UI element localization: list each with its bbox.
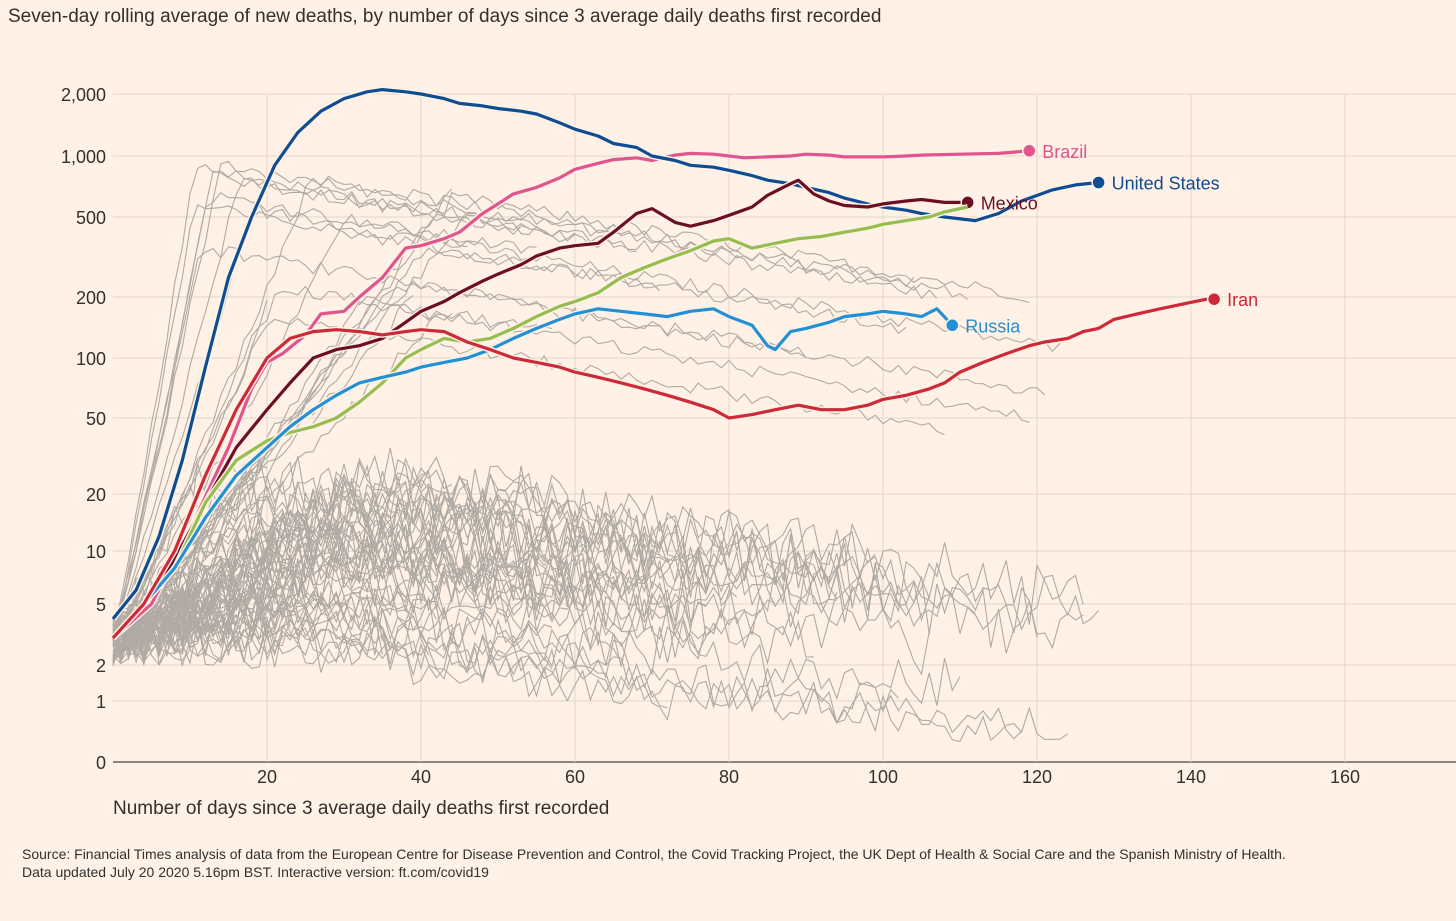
- x-tick-label: 120: [1022, 767, 1052, 787]
- x-axis-label: Number of days since 3 average daily dea…: [113, 798, 609, 819]
- y-axis: 0 1 2 5 10 20 50 100 200 500 1,000 2,000: [61, 85, 106, 773]
- background-series-line: [112, 219, 468, 634]
- x-tick-label: 80: [719, 767, 739, 787]
- y-tick-label: 10: [86, 542, 106, 562]
- y-tick-label: 5: [96, 595, 106, 615]
- background-series-line: [112, 480, 368, 634]
- background-series-line: [112, 454, 453, 657]
- background-series-line: [112, 471, 892, 662]
- highlighted-series-group: Brazil United States Mexico Russia Iran: [110, 86, 1258, 641]
- background-series-line: [112, 554, 707, 664]
- y-tick-label: 1: [96, 692, 106, 712]
- background-series-line: [112, 160, 969, 641]
- y-tick-label: 100: [76, 349, 106, 369]
- background-series-line: [112, 520, 545, 647]
- background-series-line: [112, 175, 915, 636]
- series-endpoint-iran: [1206, 291, 1222, 307]
- background-series-line: [112, 170, 576, 641]
- chart-title: Seven-day rolling average of new deaths,…: [8, 6, 882, 27]
- series-endpoint-brazil: [1022, 143, 1037, 159]
- y-tick-label: 0: [96, 753, 106, 773]
- y-tick-label: 2,000: [61, 85, 106, 105]
- x-tick-label: 140: [1176, 767, 1206, 787]
- series-line-united-states: [111, 87, 1099, 620]
- y-tick-label: 500: [76, 208, 106, 228]
- x-tick-label: 20: [257, 767, 277, 787]
- y-tick-label: 200: [76, 288, 106, 308]
- background-series-line: [112, 470, 1084, 654]
- background-series-line: [112, 494, 660, 663]
- x-tick-label: 40: [411, 767, 431, 787]
- background-series-line: [112, 556, 814, 666]
- source-note: Source: Financial Times analysis of data…: [22, 845, 1286, 881]
- y-tick-label: 50: [86, 409, 106, 429]
- background-series-line: [112, 204, 907, 636]
- series-label-united-states: United States: [1112, 173, 1220, 193]
- background-series-line: [112, 622, 1022, 740]
- background-series-line: [112, 468, 837, 665]
- background-series-line: [112, 463, 853, 665]
- y-tick-label: 2: [96, 656, 106, 676]
- background-series-line: [112, 285, 453, 636]
- background-series-line: [112, 447, 1084, 637]
- background-series-line: [112, 606, 622, 670]
- series-label-iran: Iran: [1227, 290, 1258, 310]
- series-label-russia: Russia: [965, 316, 1021, 336]
- y-tick-label: 20: [86, 485, 106, 505]
- series-label-brazil: Brazil: [1042, 142, 1087, 162]
- gridlines: [113, 93, 1456, 763]
- x-tick-label: 100: [868, 767, 898, 787]
- x-axis: 20 40 60 80 100 120 140 160: [257, 767, 1360, 787]
- series-label-mexico: Mexico: [981, 193, 1038, 213]
- series-line-unlabelled: [111, 205, 969, 640]
- background-series-line: [112, 456, 976, 649]
- series-endpoint-russia: [945, 318, 960, 333]
- series-endpoint-united-states: [1091, 175, 1106, 190]
- background-series-line: [112, 164, 938, 636]
- background-series-line: [112, 177, 529, 636]
- background-series-line: [112, 246, 1046, 636]
- background-series-line: [112, 317, 945, 641]
- x-tick-label: 60: [565, 767, 585, 787]
- series-line-russia: [111, 307, 954, 640]
- background-series-line: [112, 204, 1061, 640]
- y-tick-label: 1,000: [61, 147, 106, 167]
- x-tick-label: 160: [1330, 767, 1360, 787]
- updated-text: Data updated July 20 2020 5.16pm BST. In…: [22, 864, 489, 880]
- background-series-line: [112, 543, 568, 664]
- series-line-mexico: [111, 178, 968, 640]
- source-text: Source: Financial Times analysis of data…: [22, 846, 1286, 862]
- background-series-line: [112, 465, 876, 663]
- background-series-line: [112, 613, 668, 709]
- series-line-iran: [111, 297, 1215, 640]
